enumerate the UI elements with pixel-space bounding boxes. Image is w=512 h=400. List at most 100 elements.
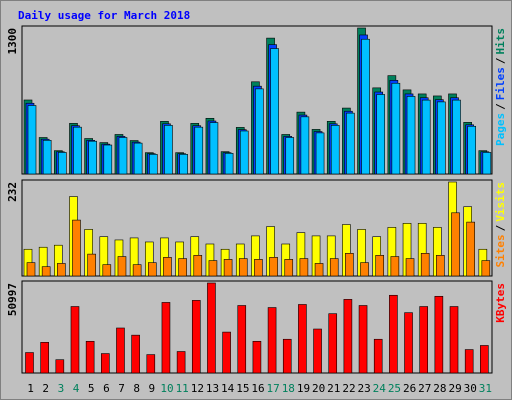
bar bbox=[376, 94, 386, 175]
legend-separator: / bbox=[494, 224, 507, 231]
x-tick-label: 26 bbox=[403, 382, 416, 395]
bar bbox=[482, 152, 492, 175]
bar bbox=[421, 99, 431, 175]
bar bbox=[314, 263, 324, 277]
bar bbox=[239, 130, 249, 175]
bar bbox=[40, 342, 49, 374]
x-tick-label: 3 bbox=[58, 382, 65, 395]
legend-entry: KBytes bbox=[494, 283, 507, 323]
bar bbox=[101, 353, 110, 374]
bar bbox=[164, 125, 173, 175]
legend-separator: / bbox=[494, 57, 507, 64]
bar bbox=[252, 340, 262, 374]
x-tick-label: 22 bbox=[342, 382, 355, 395]
x-tick-label: 28 bbox=[433, 382, 446, 395]
bar bbox=[298, 304, 307, 374]
x-tick-label: 13 bbox=[206, 382, 219, 395]
bar bbox=[131, 334, 140, 374]
x-tick-label: 24 bbox=[373, 382, 387, 395]
bar bbox=[406, 96, 416, 175]
x-tick-label: 23 bbox=[358, 382, 371, 395]
bar bbox=[480, 345, 489, 374]
bar bbox=[346, 112, 355, 175]
legend-entry: Files bbox=[494, 67, 507, 100]
legend-entry: Pages bbox=[494, 113, 507, 146]
bar bbox=[191, 300, 201, 374]
bar bbox=[419, 306, 428, 374]
bar bbox=[146, 354, 156, 374]
x-tick-label: 18 bbox=[282, 382, 295, 395]
x-tick-label: 19 bbox=[297, 382, 310, 395]
bar bbox=[449, 306, 459, 374]
bar bbox=[358, 305, 368, 374]
bar bbox=[179, 154, 188, 175]
bar bbox=[85, 340, 95, 374]
bar bbox=[330, 125, 340, 175]
bar bbox=[58, 152, 67, 175]
x-tick-label: 31 bbox=[479, 382, 492, 395]
bar bbox=[390, 256, 400, 277]
bar bbox=[270, 48, 279, 175]
bar bbox=[55, 359, 65, 374]
bar bbox=[434, 295, 444, 374]
bar bbox=[464, 349, 474, 374]
y-axis-max-label: 50997 bbox=[6, 283, 19, 316]
bar bbox=[133, 142, 143, 175]
x-tick-label: 1 bbox=[27, 382, 34, 395]
bar bbox=[466, 221, 475, 277]
legend: Sites / Visits bbox=[494, 182, 507, 268]
legend: Pages / Files / Hits bbox=[494, 28, 507, 146]
bar bbox=[299, 258, 309, 277]
bar bbox=[132, 264, 142, 277]
y-axis-max-label: 232 bbox=[6, 182, 19, 202]
bar bbox=[116, 327, 125, 374]
bar bbox=[437, 101, 446, 175]
bar bbox=[208, 260, 218, 277]
bar bbox=[224, 153, 234, 175]
x-tick-label: 7 bbox=[118, 382, 125, 395]
bar bbox=[391, 82, 401, 175]
x-tick-label: 20 bbox=[312, 382, 325, 395]
bar bbox=[193, 255, 203, 277]
bar bbox=[88, 140, 97, 175]
bar bbox=[328, 313, 338, 374]
bar bbox=[42, 140, 52, 175]
x-tick-label: 27 bbox=[418, 382, 431, 395]
bar bbox=[285, 137, 295, 175]
bar bbox=[73, 126, 82, 175]
bar bbox=[313, 328, 322, 374]
bar bbox=[373, 338, 383, 374]
bar bbox=[343, 299, 353, 374]
bar bbox=[420, 253, 430, 277]
chart-title: Daily usage for March 2018 bbox=[18, 9, 190, 22]
bar bbox=[103, 144, 113, 175]
x-tick-label: 29 bbox=[448, 382, 461, 395]
bar bbox=[284, 259, 294, 277]
bar bbox=[389, 294, 398, 374]
bar bbox=[345, 253, 354, 277]
bar bbox=[118, 137, 128, 175]
x-tick-label: 14 bbox=[221, 382, 235, 395]
x-tick-label: 15 bbox=[236, 382, 249, 395]
x-tick-label: 4 bbox=[73, 382, 80, 395]
bar bbox=[405, 258, 415, 277]
legend-entry: Sites bbox=[494, 234, 507, 267]
bar bbox=[404, 312, 413, 374]
bar bbox=[481, 260, 491, 277]
bar bbox=[222, 331, 231, 374]
x-tick-label: 6 bbox=[103, 382, 110, 395]
bar bbox=[161, 302, 171, 374]
bar bbox=[148, 154, 158, 175]
bar bbox=[467, 125, 476, 175]
bar bbox=[163, 257, 172, 277]
bar bbox=[375, 255, 385, 277]
x-tick-label: 12 bbox=[191, 382, 204, 395]
bar bbox=[194, 126, 204, 175]
legend-entry: Hits bbox=[494, 28, 507, 55]
bar bbox=[102, 264, 112, 277]
bar bbox=[452, 99, 461, 175]
bar bbox=[209, 122, 219, 175]
bar bbox=[300, 116, 310, 175]
bar bbox=[436, 255, 445, 277]
